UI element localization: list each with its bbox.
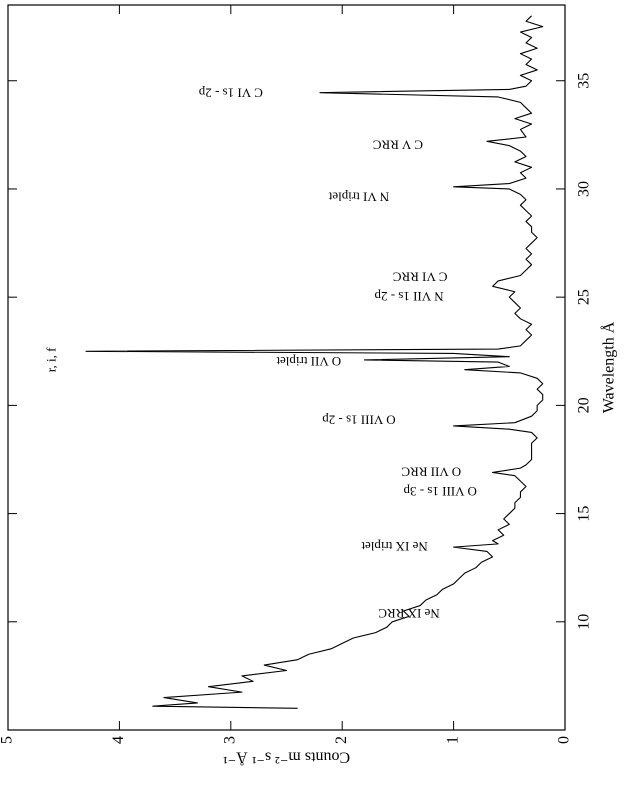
x-tick-label: 25 bbox=[576, 289, 593, 305]
annotation: N VI triplet bbox=[328, 189, 389, 204]
annotation: Ne IX RRC bbox=[378, 606, 439, 621]
annotation: C V RRC bbox=[373, 138, 423, 153]
y-tick-label: 2 bbox=[333, 736, 350, 744]
y-tick-label: 4 bbox=[110, 736, 127, 744]
annotation: Ne IX triplet bbox=[361, 539, 428, 554]
x-tick-label: 15 bbox=[576, 506, 593, 522]
annotation: O VII triplet bbox=[276, 354, 341, 369]
x-axis-label: Wavelength Å bbox=[600, 321, 618, 413]
y-tick-label: 5 bbox=[0, 736, 16, 744]
x-tick-label: 20 bbox=[576, 397, 593, 413]
annotation: C VI RRC bbox=[393, 270, 448, 285]
y-tick-label: 0 bbox=[556, 736, 573, 744]
annotation: r, i, f bbox=[44, 347, 59, 372]
annotation: O VIII 1s - 3p bbox=[404, 484, 477, 499]
annotation: O VIII 1s - 2p bbox=[322, 412, 395, 427]
plot-frame bbox=[7, 4, 566, 731]
annotation: N VII 1s - 2p bbox=[374, 289, 443, 304]
spectrum-line bbox=[85, 15, 544, 709]
y-tick-label: 1 bbox=[444, 736, 461, 744]
annotation: O VII RRC bbox=[401, 464, 461, 479]
y-tick-label: 3 bbox=[221, 736, 238, 744]
annotation: C VI 1s - 2p bbox=[199, 86, 263, 101]
plot-area: 10 15 20 25 30 35 0 1 2 3 4 5 Wavelength Å Counts m⁻²… bbox=[0, 4, 618, 766]
x-tick-label: 35 bbox=[576, 73, 593, 89]
y-axis-label: Counts m⁻² s⁻¹ Å⁻¹ bbox=[223, 748, 351, 766]
x-tick-label: 30 bbox=[576, 181, 593, 197]
x-tick-label: 10 bbox=[576, 614, 593, 630]
